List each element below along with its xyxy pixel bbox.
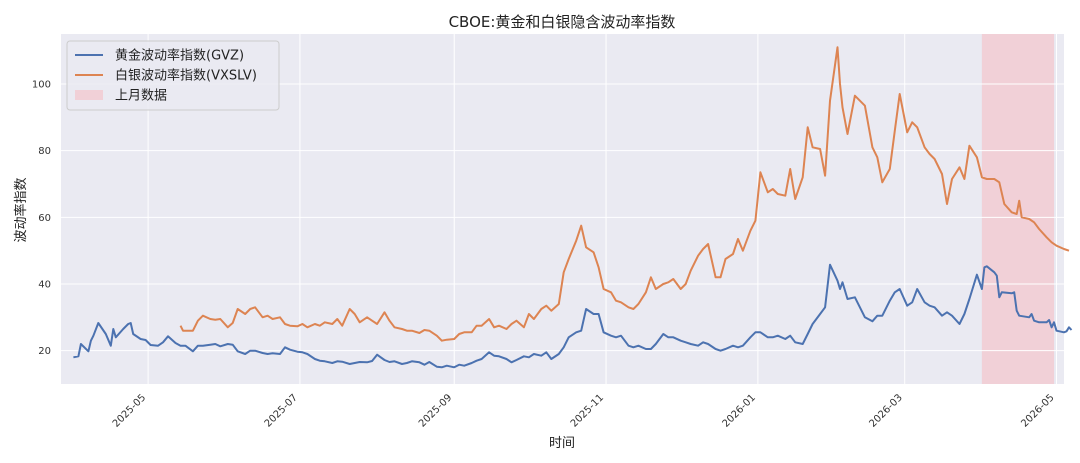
y-axis-label: 波动率指数 [13,177,29,242]
y-tick-label: 100 [32,80,51,91]
series-line-0 [73,263,1073,369]
x-tick-label: 2026-05 [1019,392,1056,429]
x-tick-label: 2026-03 [868,392,905,429]
y-tick-label: 40 [38,280,51,291]
x-tick-label: 2025-07 [263,392,300,429]
legend-item-vxslv-label: 白银波动率指数(VXSLV) [115,68,257,84]
x-tick-label: 2026-01 [721,392,758,429]
y-tick-label: 60 [38,213,51,224]
y-tick-label: 80 [38,146,51,157]
x-tick-label: 2025-09 [417,392,454,429]
y-tick-label: 20 [38,346,51,357]
x-tick-label: 2025-05 [111,392,148,429]
legend-item-last-month-swatch [75,90,103,100]
legend-item-gvz-label: 黄金波动率指数(GVZ) [115,48,244,64]
x-tick-label: 2025-11 [569,392,606,429]
x-axis-label: 时间 [549,436,575,451]
legend-box [66,40,280,111]
legend-item-last-month-label: 上月数据 [115,89,167,104]
chart-title: CBOE:黄金和白银隐含波动率指数 [449,13,676,31]
legend: 黄金波动率指数(GVZ) 白银波动率指数(VXSLV) 上月数据 [66,40,280,111]
series-line-1 [179,46,1070,342]
